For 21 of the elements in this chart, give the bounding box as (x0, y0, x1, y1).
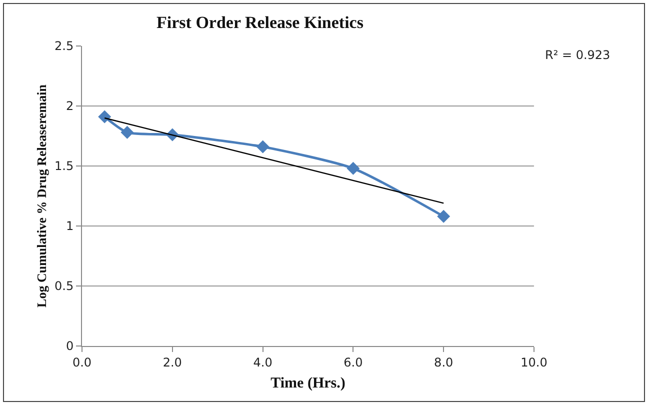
point (346, 162, 360, 175)
x-tick-label: 2.0 (162, 355, 182, 370)
x-tick-label: 10.0 (520, 355, 548, 370)
y-tick-label: 0.5 (54, 279, 74, 294)
point (120, 126, 134, 139)
y-tick-label: 0 (66, 339, 74, 354)
point (437, 210, 450, 223)
x-tick-label: 0.0 (72, 355, 92, 370)
text: R² = 0.923 (545, 48, 610, 62)
point (256, 140, 270, 154)
chart-title: First Order Release Kinetics (156, 12, 364, 32)
y-axis-title: Log Cumulative % Drug Releaseremain (34, 84, 49, 308)
x-tick-label: 8.0 (434, 355, 454, 370)
y-tick-label: 2 (66, 99, 74, 114)
y-tick-label: 1.5 (54, 159, 74, 174)
x-axis-title: Time (Hrs.) (270, 375, 346, 392)
y-tick-label: 2.5 (54, 39, 74, 54)
x-tick-label: 4.0 (253, 355, 272, 370)
point (98, 110, 112, 124)
x-tick-label: 6.0 (344, 355, 363, 370)
y-tick-label: 1 (66, 219, 74, 234)
